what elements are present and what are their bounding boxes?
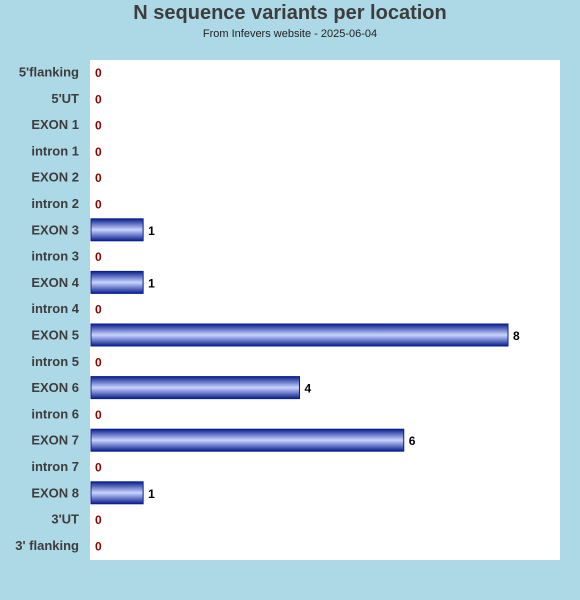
chart-title: N sequence variants per location [133,2,447,24]
bar-exon-3 [90,218,144,242]
labels: 5'flanking 0 5'UT 0 EXON 1 0 intron 1 0 EXON 2 0 i… [15,65,520,554]
bar-exon-5 [90,323,509,347]
bar-exon-8 [90,481,144,505]
value-label-exon-8: 1 [148,487,155,501]
bar-exon-4 [90,270,144,294]
value-label-intron-7: 0 [95,461,102,475]
value-label-exon-6: 4 [305,382,312,396]
value-label-exon-7: 6 [409,434,416,448]
category-label-exon-1: EXON 1 [31,117,79,132]
category-label-exon-6: EXON 6 [31,380,79,395]
category-label-5-flanking: 5'flanking [19,65,79,80]
category-label-exon-4: EXON 4 [31,275,79,290]
category-label-intron-5: intron 5 [31,354,79,369]
category-label-exon-3: EXON 3 [31,222,79,237]
value-label-3-flanking: 0 [95,539,102,553]
value-label-intron-6: 0 [95,408,102,422]
value-label-exon-1: 0 [95,119,102,133]
bar-exon-6 [90,376,300,400]
value-label-intron-3: 0 [95,250,102,264]
value-label-exon-3: 1 [148,224,155,238]
category-label-exon-5: EXON 5 [31,328,79,343]
value-label-3-ut: 0 [95,513,102,527]
category-label-intron-7: intron 7 [31,459,79,474]
value-label-5-flanking: 0 [95,66,102,80]
category-label-exon-2: EXON 2 [31,170,79,185]
category-label-exon-7: EXON 7 [31,433,79,448]
value-label-exon-4: 1 [148,276,155,290]
chart-subtitle: From Infevers website - 2025-06-04 [202,28,378,40]
value-label-exon-2: 0 [95,171,102,185]
value-label-intron-5: 0 [95,355,102,369]
value-label-intron-1: 0 [95,145,102,159]
bar-exon-7 [90,428,405,452]
category-label-intron-2: intron 2 [31,196,79,211]
category-label-intron-1: intron 1 [31,143,79,158]
category-label-intron-4: intron 4 [31,301,79,316]
category-label-5-ut: 5'UT [51,91,79,106]
category-label-intron-6: intron 6 [31,406,79,421]
value-label-5-ut: 0 [95,92,102,106]
value-label-exon-5: 8 [513,329,520,343]
category-label-exon-8: EXON 8 [31,485,79,500]
bars [90,218,509,505]
category-label-3-flanking: 3' flanking [15,538,79,553]
category-label-intron-3: intron 3 [31,249,79,264]
value-label-intron-4: 0 [95,303,102,317]
value-label-intron-2: 0 [95,198,102,212]
category-label-3-ut: 3'UT [51,512,79,527]
plot-area [90,60,560,560]
